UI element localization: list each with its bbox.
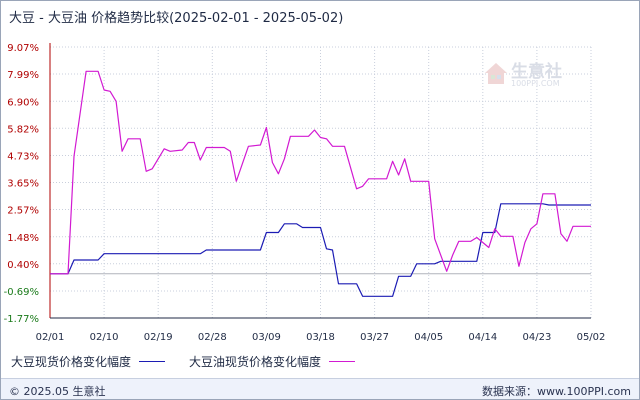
y-tick-label: 9.07% — [7, 43, 39, 54]
line-chart: 9.07% 7.99% 6.90% 5.82% 4.73% 3.65% 2.57% 1.48%… — [4, 43, 606, 343]
x-tick-label: 04/05 — [414, 332, 443, 343]
y-tick-label: 5.82% — [7, 124, 39, 135]
y-tick-label: -0.69% — [4, 287, 39, 298]
footer-bar: © 2025.05 生意社 数据来源：www.100PPI.com — [1, 378, 639, 399]
x-tick-label: 03/18 — [306, 332, 335, 343]
x-tick-label: 02/01 — [36, 332, 65, 343]
series-line-oil — [50, 70, 591, 275]
y-tick-label: 3.65% — [7, 179, 39, 190]
house-logo-icon — [485, 63, 507, 84]
legend-label-oil: 大豆油现货价格变化幅度 — [189, 355, 322, 369]
y-tick-label: 1.48% — [7, 233, 39, 244]
chart-title: 大豆 - 大豆油 价格趋势比较(2025-02-01 - 2025-05-02) — [9, 11, 344, 26]
watermark: 生意社 100PPI.COM — [483, 57, 575, 97]
legend-swatch-oil — [329, 361, 356, 362]
x-tick-label: 02/28 — [198, 332, 227, 343]
y-tick-label: 6.90% — [7, 97, 39, 108]
x-tick-label: 03/09 — [252, 332, 281, 343]
legend-item-oil: 大豆油现货价格变化幅度 — [189, 353, 356, 370]
y-tick-label: 0.40% — [7, 260, 39, 271]
series-line-soy — [50, 203, 591, 297]
legend-label-soy: 大豆现货价格变化幅度 — [11, 355, 132, 369]
x-tick-label: 02/19 — [144, 332, 173, 343]
watermark-brand: 生意社 — [511, 62, 562, 82]
x-tick-label: 05/02 — [577, 332, 606, 343]
x-tick-label: 03/27 — [360, 332, 389, 343]
x-tick-label: 04/14 — [468, 332, 497, 343]
y-tick-label: -1.77% — [4, 314, 39, 325]
legend-item-soy: 大豆现货价格变化幅度 — [11, 353, 166, 370]
x-tick-label: 04/23 — [522, 332, 551, 343]
legend-swatch-soy — [139, 361, 166, 362]
y-tick-label: 2.57% — [7, 206, 39, 217]
y-tick-label: 7.99% — [7, 70, 39, 81]
y-tick-label: 4.73% — [7, 152, 39, 163]
chart-legend: 大豆现货价格变化幅度 大豆油现货价格变化幅度 — [11, 353, 379, 370]
footer-source-link[interactable]: 数据来源：www.100PPI.com — [482, 385, 631, 398]
x-tick-label: 02/10 — [90, 332, 119, 343]
footer-copyright: © 2025.05 生意社 — [9, 385, 106, 398]
watermark-url: 100PPI.COM — [511, 79, 560, 88]
